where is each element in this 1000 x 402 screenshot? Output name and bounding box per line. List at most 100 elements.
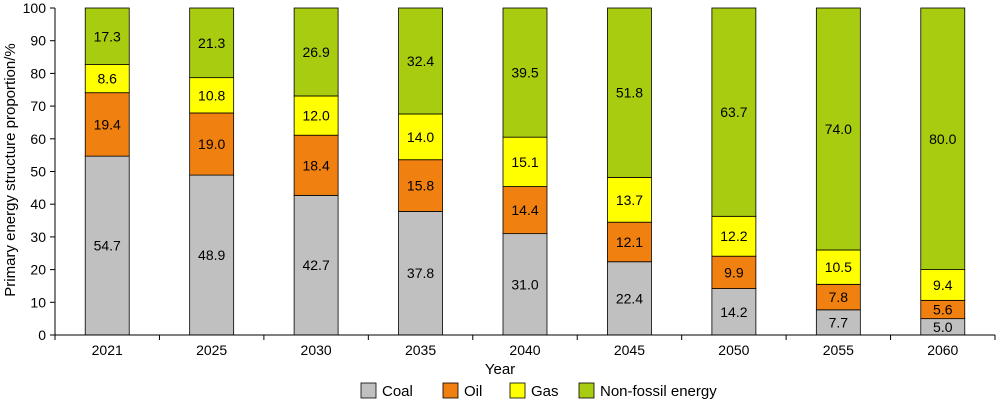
data-label: 19.4 [94,116,121,132]
data-label: 9.9 [724,264,744,280]
data-label: 5.0 [933,319,953,335]
y-tick-label: 80 [30,65,46,81]
x-tick-label: 2021 [92,342,123,358]
legend-swatch-gas [509,382,526,399]
data-label: 17.3 [94,28,121,44]
data-label: 12.1 [616,234,643,250]
data-label: 63.7 [720,104,747,120]
bar-segment-oil-2021 [84,92,130,157]
bar-segment-non-fossil-energy-2060 [920,7,966,271]
data-label: 14.4 [511,202,538,218]
y-axis-title: Primary energy structure proportion/% [2,43,19,296]
data-label: 15.8 [407,178,434,194]
bar-segment-gas-2050 [711,215,757,257]
legend-label-coal: Coal [382,383,413,400]
data-label: 32.4 [407,53,434,69]
data-label: 21.3 [198,35,225,51]
x-tick-label: 2035 [405,342,436,358]
x-tick-label: 2030 [301,342,332,358]
plot-area: 54.7 19.4 8.6 17.3 48.9 19.0 10.8 21.3 42.7 18.4 1… [84,7,966,336]
legend-swatch-non-fossil-energy [578,382,595,399]
data-label: 12.2 [720,228,747,244]
x-tick-label: 2025 [196,342,227,358]
x-axis: 2021 2025 2030 2035 2040 2045 2050 2055 2060 [54,334,996,358]
data-label: 22.4 [616,290,643,306]
legend-swatch-oil [442,382,459,399]
data-label: 37.8 [407,265,434,281]
bar-segment-gas-2040 [502,136,548,187]
y-tick-label: 50 [30,164,46,180]
legend-label-non-fossil-energy: Non-fossil energy [600,383,717,400]
data-label: 48.9 [198,247,225,263]
y-tick-label: 100 [23,0,47,16]
bar-segment-non-fossil-energy-2040 [502,7,548,138]
bar-segment-non-fossil-energy-2055 [815,7,861,251]
bar-segment-coal-2040 [502,233,548,336]
data-label: 80.0 [929,131,956,147]
bar-segment-oil-2040 [502,186,548,235]
data-label: 10.5 [825,259,852,275]
bar-segment-oil-2050 [711,255,757,289]
x-tick-label: 2050 [718,342,749,358]
bar-segment-oil-2030 [293,134,339,196]
y-tick-label: 90 [30,33,46,49]
x-tick-label: 2045 [614,342,645,358]
x-axis-title: Year [485,361,515,378]
bar-segment-coal-2055 [815,309,861,336]
bar-segment-coal-2025 [189,174,235,336]
legend: Coal Oil Gas Non-fossil energy [360,382,717,400]
data-label: 7.7 [829,314,849,330]
data-label: 7.8 [829,289,849,305]
y-tick-label: 30 [30,229,46,245]
y-tick-label: 40 [30,196,46,212]
data-label: 54.7 [94,238,121,254]
bar-segment-gas-2035 [398,113,443,161]
bar-segment-non-fossil-energy-2025 [189,7,235,79]
x-tick-label: 2055 [823,342,854,358]
legend-label-oil: Oil [464,383,482,400]
bar-segment-non-fossil-energy-2035 [398,7,443,115]
x-tick-label: 2060 [927,342,958,358]
legend-label-gas: Gas [531,383,559,400]
data-label: 10.8 [198,87,225,103]
bar-segment-coal-2050 [711,288,757,336]
bar-segment-coal-2021 [84,155,130,336]
data-label: 9.4 [933,277,953,293]
bar-segment-non-fossil-energy-2030 [293,7,339,97]
y-tick-label: 60 [30,131,46,147]
bar-segment-oil-2025 [189,112,235,176]
bar-segment-oil-2055 [815,283,861,311]
data-label: 31.0 [511,276,538,292]
data-label: 74.0 [825,121,852,137]
data-label: 51.8 [616,85,643,101]
data-label: 12.0 [302,108,329,124]
y-tick-label: 20 [30,262,46,278]
bar-segment-gas-2045 [607,176,652,223]
bar-segment-coal-2035 [398,210,443,336]
data-label: 14.2 [720,304,747,320]
data-label: 19.0 [198,136,225,152]
y-tick-label: 70 [30,98,46,114]
data-label: 15.1 [511,154,538,170]
data-label: 26.9 [302,44,329,60]
bar-segment-coal-2045 [607,261,652,336]
legend-swatch-coal [360,382,377,399]
bar-segment-non-fossil-energy-2045 [607,7,652,178]
y-axis: 0 10 20 30 40 50 60 70 80 90 100 [23,0,56,343]
bar-segment-non-fossil-energy-2021 [84,7,130,65]
data-label: 39.5 [511,65,538,81]
data-label: 18.4 [302,157,329,173]
bar-segment-gas-2030 [293,95,339,136]
data-label: 5.6 [933,301,953,317]
x-tick-label: 2040 [509,342,540,358]
data-label: 42.7 [302,257,329,273]
data-label: 14.0 [407,129,434,145]
y-tick-label: 10 [30,294,46,310]
data-label: 8.6 [97,71,117,87]
y-tick-label: 0 [38,327,46,343]
data-label: 13.7 [616,192,643,208]
bar-segment-non-fossil-energy-2050 [711,7,757,217]
bar-segment-gas-2025 [189,77,235,114]
